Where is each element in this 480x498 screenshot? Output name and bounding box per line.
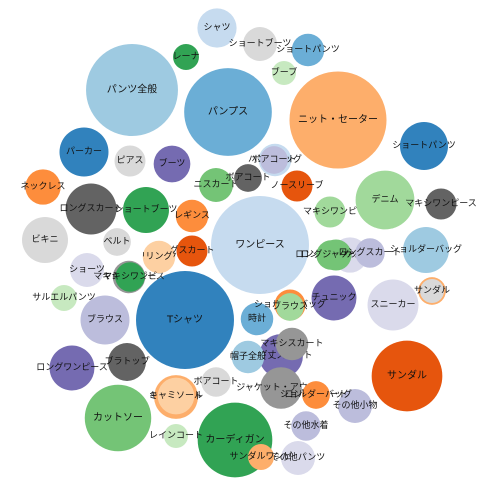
bubble-circle (367, 279, 419, 331)
bubble-circle (260, 367, 302, 409)
bubble-circle (338, 389, 372, 423)
bubble-circle (175, 199, 209, 233)
bubble-circle (289, 71, 387, 169)
bubble: サンダル (371, 340, 443, 412)
bubble-circle (201, 367, 231, 397)
bubble: その他小物 (332, 389, 378, 423)
bubble-circle (281, 170, 313, 202)
bubble: シャツ (197, 8, 237, 48)
bubble-circle (108, 343, 146, 381)
bubble-circle (403, 227, 449, 273)
bubble: ロングワンピース (36, 345, 108, 391)
bubble-circle (84, 384, 152, 452)
bubble: ショーツ (69, 253, 105, 287)
bubble-circle (275, 327, 309, 361)
bubble-circle (176, 235, 208, 267)
bubble-circle (281, 441, 315, 475)
bubble: ボアコート (193, 367, 239, 397)
bubble-circle (234, 164, 262, 192)
bubble-circle (65, 183, 117, 235)
bubble-circle (199, 168, 233, 202)
bubble: ニスカート (193, 168, 239, 202)
bubble-circle (173, 44, 199, 70)
bubble: ベルト (103, 228, 131, 256)
bubble-circle (197, 8, 237, 48)
bubble: Tシャツ (136, 271, 234, 369)
bubble: スニーカー (367, 279, 419, 331)
bubble-circle (103, 228, 131, 256)
bubble: ピアス (114, 145, 146, 177)
bubble-circle (80, 295, 130, 345)
bubble-circle (86, 44, 178, 136)
bubble-circle (271, 60, 297, 86)
bubble: レーナ (172, 44, 200, 70)
bubble-circle (114, 145, 146, 177)
bubble: 帽子全般 (230, 340, 266, 374)
bubble-circle (70, 253, 104, 287)
bubble-circle (211, 196, 309, 294)
bubble: レインコート (149, 423, 203, 449)
bubble-circle (355, 170, 415, 230)
bubble: マキシワンピ (303, 196, 357, 228)
bubble-circle (425, 188, 457, 220)
bubble: ワンピース (211, 196, 309, 294)
bubble-circle (371, 340, 443, 412)
bubble: パーカー (59, 127, 109, 177)
bubble-circle (59, 127, 109, 177)
bubble-circle (276, 293, 304, 321)
bubble-circle (184, 68, 272, 156)
bubble: その他パンツ (271, 441, 325, 475)
bubble: レギンス (174, 199, 210, 233)
bubble-circle (314, 196, 346, 228)
bubble-circle (157, 377, 195, 415)
bubble-circle (163, 423, 189, 449)
bubble: カットソー (84, 384, 152, 452)
bubble-circle (291, 411, 321, 441)
bubble-circle (355, 238, 385, 268)
bubble: ブラウス (80, 295, 130, 345)
bubble-circle (25, 169, 61, 205)
bubble: ブーツ (153, 145, 191, 183)
bubble-circle (144, 242, 174, 272)
bubble: チュニック (311, 275, 357, 321)
bubble: 時計 (240, 302, 274, 336)
bubble-circle (248, 444, 274, 470)
bubble-circle (240, 302, 274, 336)
bubble: その他水着 (283, 411, 329, 441)
bubble: グスカート (169, 235, 215, 267)
bubble: ショートパンツ (392, 121, 456, 171)
bubble: ショートブーツ (229, 27, 291, 61)
bubble: ビキニ (22, 217, 68, 263)
bubble-circle (260, 146, 288, 174)
bubble-circle (419, 278, 445, 304)
bubble-circle (123, 187, 169, 233)
bubble: ブーブ (271, 60, 297, 86)
bubble-circle (51, 285, 77, 311)
bubble-circle (243, 27, 277, 61)
bubble-circle (136, 271, 234, 369)
bubble: パンプス (184, 68, 272, 156)
bubble-circle (291, 33, 325, 67)
bubble: ブラトップ (104, 343, 150, 381)
bubble-circle (153, 145, 191, 183)
bubble: リング (144, 242, 174, 272)
bubble-circle (231, 340, 265, 374)
bubble-circle (22, 217, 68, 263)
bubble-circle (303, 382, 329, 408)
bubble: ニット・セーター (289, 71, 387, 169)
bubble-circle (316, 240, 346, 270)
bubble: ショルダーバッグ (390, 227, 462, 273)
bubble-circle (311, 275, 357, 321)
bubble: ロングスカート (59, 183, 123, 235)
bubble: ショートブーツ (115, 187, 177, 233)
bubble: パンツ全般 (86, 44, 178, 136)
bubble-circle (49, 345, 95, 391)
bubble: ネックレス (20, 169, 66, 205)
bubble: デニム (355, 170, 415, 230)
bubble: マキシワンピース (405, 188, 477, 220)
bubble-circle (399, 121, 449, 171)
bubble-circle (115, 262, 145, 292)
